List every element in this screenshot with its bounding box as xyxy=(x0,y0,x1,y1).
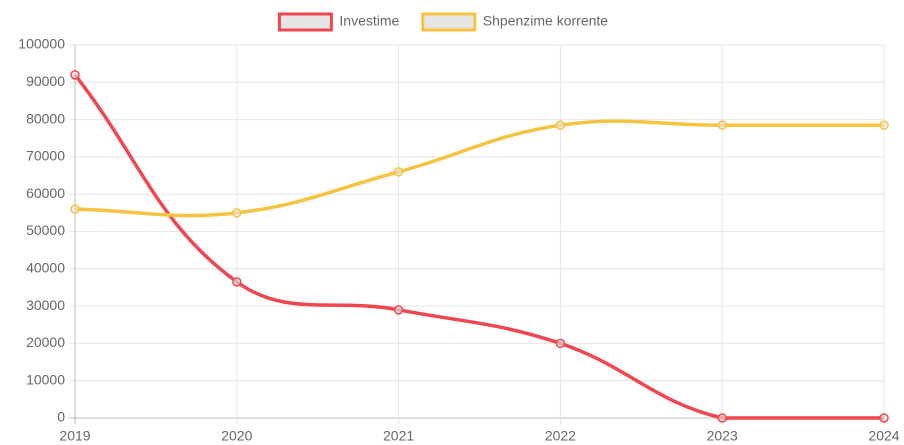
point xyxy=(393,305,404,315)
point xyxy=(555,338,566,349)
point xyxy=(879,120,889,130)
point xyxy=(70,204,80,214)
y-tick-label: 20000 xyxy=(26,334,65,350)
point xyxy=(232,277,242,287)
y-tick-label: 40000 xyxy=(26,260,65,276)
point xyxy=(717,413,727,423)
x-tick-label: 2022 xyxy=(545,428,576,444)
legend-swatch[interactable] xyxy=(421,12,477,32)
x-tick-label: 2020 xyxy=(221,428,252,444)
y-tick-label: 90000 xyxy=(26,73,65,89)
line xyxy=(73,73,884,420)
y-tick-label: 100000 xyxy=(18,36,65,52)
point xyxy=(879,413,889,423)
line xyxy=(74,119,884,218)
y-tick-label: 50000 xyxy=(26,222,65,238)
y-tick-label: 10000 xyxy=(26,371,65,387)
x-tick-label: 2024 xyxy=(868,428,899,444)
x-tick-label: 2023 xyxy=(707,428,738,444)
legend-label[interactable]: Investime xyxy=(339,13,399,29)
y-tick-label: 80000 xyxy=(26,110,65,126)
x-tick-label: 2019 xyxy=(59,428,90,444)
legend-swatch[interactable] xyxy=(277,12,333,32)
y-tick-label: 0 xyxy=(57,409,65,425)
point xyxy=(70,70,80,80)
y-tick-label: 30000 xyxy=(26,297,65,313)
x-tick-label: 2021 xyxy=(383,428,414,444)
y-tick-label: 70000 xyxy=(26,148,65,164)
legend-label[interactable]: Shpenzime korrente xyxy=(483,13,609,29)
point xyxy=(717,120,727,130)
point xyxy=(232,208,242,218)
point xyxy=(393,167,404,177)
y-tick-label: 60000 xyxy=(26,185,65,201)
point xyxy=(555,120,566,130)
